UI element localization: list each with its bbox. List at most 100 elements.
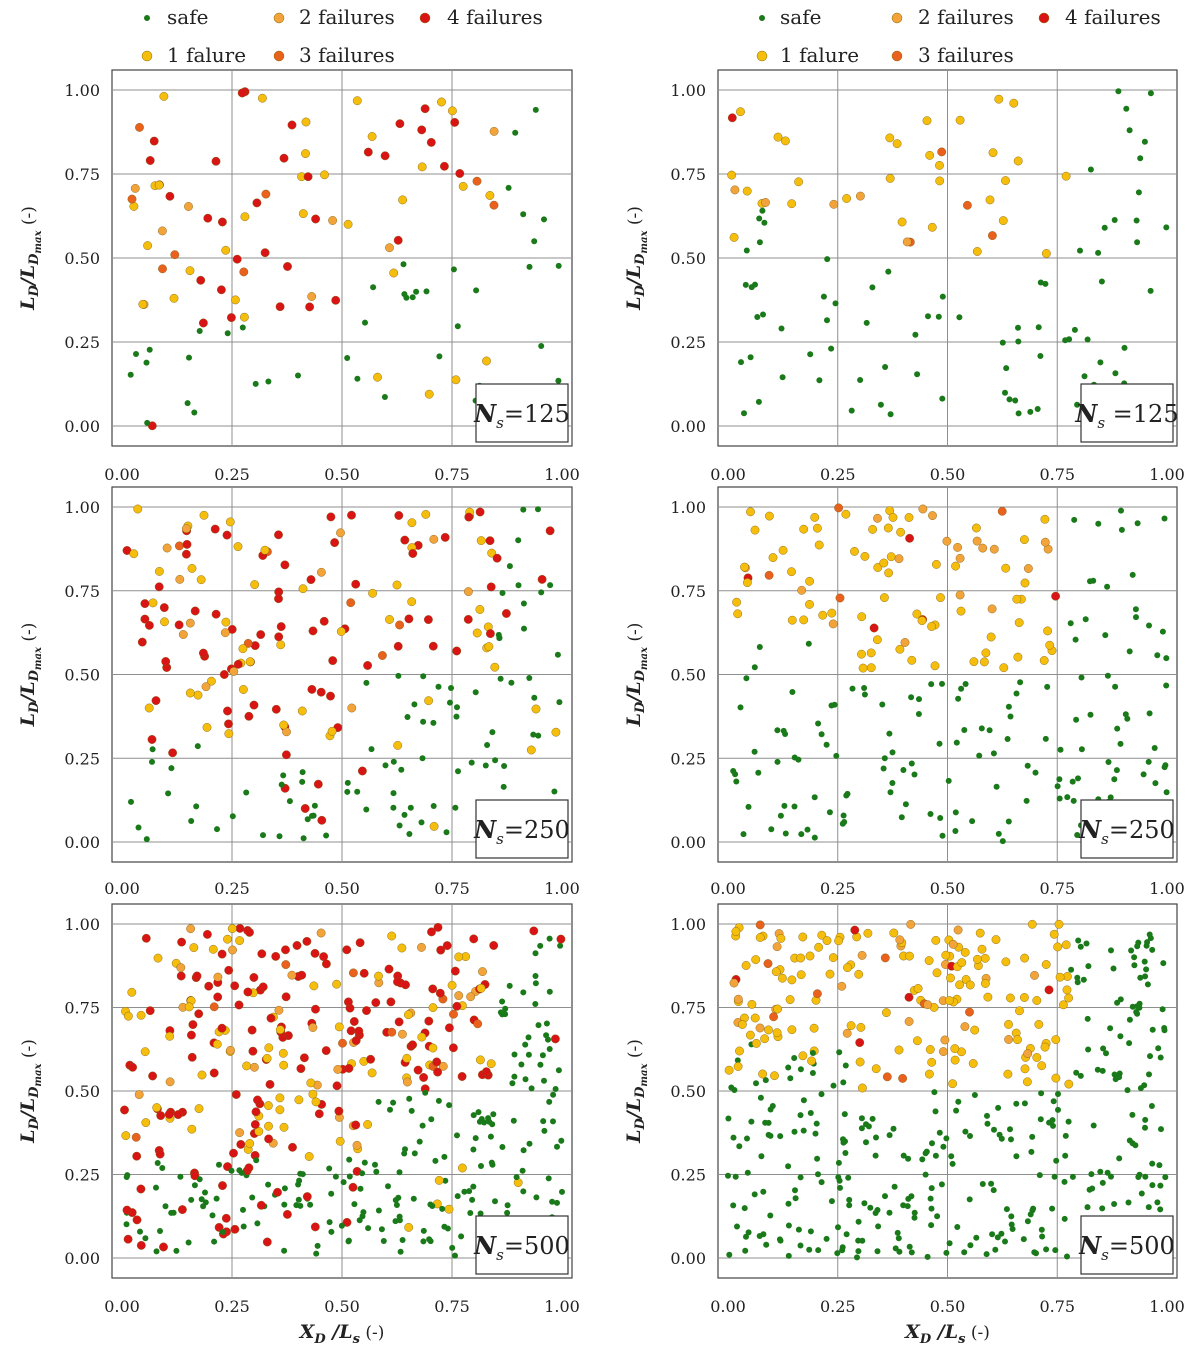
data-point xyxy=(196,575,206,585)
data-point xyxy=(1073,1069,1080,1076)
data-point xyxy=(239,267,249,277)
data-point xyxy=(233,542,243,551)
data-point xyxy=(747,354,754,361)
data-point xyxy=(980,657,989,667)
x-tick-label: 1.00 xyxy=(1149,879,1185,898)
data-point xyxy=(194,743,201,750)
data-point xyxy=(348,968,358,978)
data-point xyxy=(850,925,860,935)
data-point xyxy=(843,1231,850,1238)
data-point xyxy=(1013,156,1023,166)
data-point xyxy=(1143,966,1150,973)
data-point xyxy=(304,816,311,823)
data-point xyxy=(1104,1169,1111,1176)
data-point xyxy=(218,1181,227,1191)
data-point xyxy=(1163,789,1170,796)
data-point xyxy=(123,1234,133,1244)
data-point xyxy=(438,1061,448,1071)
y-tick-label: 0.75 xyxy=(64,165,100,184)
data-point xyxy=(209,1212,216,1219)
data-point xyxy=(729,978,739,988)
data-point xyxy=(858,1083,867,1093)
data-point xyxy=(1078,674,1085,681)
data-point xyxy=(334,1022,344,1032)
data-point xyxy=(260,248,270,258)
data-point xyxy=(520,211,527,218)
data-point xyxy=(281,1185,288,1192)
data-point xyxy=(435,1097,442,1104)
data-point xyxy=(991,935,1001,944)
data-point xyxy=(159,1165,166,1171)
data-point xyxy=(1108,947,1114,954)
data-point xyxy=(210,524,220,534)
data-point xyxy=(1035,324,1042,331)
data-point xyxy=(144,703,154,713)
data-point xyxy=(1037,1116,1044,1123)
data-point xyxy=(296,1064,306,1074)
data-point xyxy=(769,1012,778,1022)
data-point xyxy=(1142,1173,1149,1180)
data-point xyxy=(741,1205,748,1212)
data-point xyxy=(332,979,341,989)
data-point xyxy=(531,704,541,714)
data-point xyxy=(1069,1173,1076,1180)
data-point xyxy=(936,1129,943,1136)
data-point xyxy=(351,1120,361,1130)
data-point xyxy=(939,395,946,402)
data-point xyxy=(343,219,353,229)
data-point xyxy=(869,1115,876,1122)
y-tick-label: 0.50 xyxy=(670,249,706,268)
data-point xyxy=(863,319,870,326)
data-point xyxy=(805,951,815,961)
data-point xyxy=(746,507,755,517)
data-point xyxy=(165,1031,175,1041)
data-point xyxy=(840,812,847,819)
data-point xyxy=(458,1233,465,1240)
data-point xyxy=(751,1191,758,1198)
data-point xyxy=(742,186,752,196)
data-point xyxy=(1061,171,1071,181)
data-point xyxy=(732,597,741,607)
data-point xyxy=(889,780,896,786)
data-point xyxy=(789,689,796,695)
data-point xyxy=(461,1188,468,1195)
data-point xyxy=(554,651,561,658)
data-point xyxy=(279,720,289,730)
data-point xyxy=(230,1224,240,1234)
data-point xyxy=(939,1047,948,1057)
data-point xyxy=(306,575,316,584)
data-point xyxy=(1032,769,1039,776)
data-point xyxy=(448,685,454,691)
data-point xyxy=(423,288,430,295)
data-point xyxy=(923,1148,930,1155)
data-point xyxy=(733,609,743,619)
data-point xyxy=(1137,1085,1144,1092)
data-point xyxy=(1069,778,1076,785)
data-point xyxy=(132,1151,142,1161)
data-point xyxy=(919,1156,926,1163)
data-point xyxy=(1020,578,1030,588)
data-point xyxy=(547,582,554,589)
data-point xyxy=(149,746,156,753)
data-point xyxy=(417,162,427,172)
data-point xyxy=(770,1071,779,1081)
data-point xyxy=(815,1247,822,1254)
data-point xyxy=(840,1079,847,1086)
data-point xyxy=(275,1105,285,1115)
data-point xyxy=(846,1021,856,1030)
data-point xyxy=(913,984,923,993)
data-point xyxy=(753,1080,759,1087)
data-point xyxy=(986,727,993,734)
data-point xyxy=(541,1127,548,1134)
data-point xyxy=(1032,1053,1042,1062)
data-point xyxy=(202,723,212,732)
y-tick-label: 0.25 xyxy=(670,1166,706,1185)
data-point xyxy=(999,838,1006,845)
data-point xyxy=(554,1199,560,1206)
data-point xyxy=(796,970,806,980)
data-point xyxy=(436,353,443,360)
data-point xyxy=(1133,614,1139,621)
sample-size-annotation: Ns=500 xyxy=(1078,1231,1175,1264)
data-point xyxy=(891,1183,898,1190)
